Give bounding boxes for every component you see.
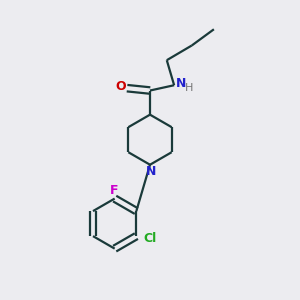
Text: Cl: Cl <box>143 232 156 245</box>
Text: O: O <box>115 80 126 93</box>
Text: N: N <box>176 77 186 90</box>
Text: N: N <box>146 165 156 178</box>
Text: H: H <box>185 83 194 93</box>
Text: F: F <box>110 184 118 197</box>
